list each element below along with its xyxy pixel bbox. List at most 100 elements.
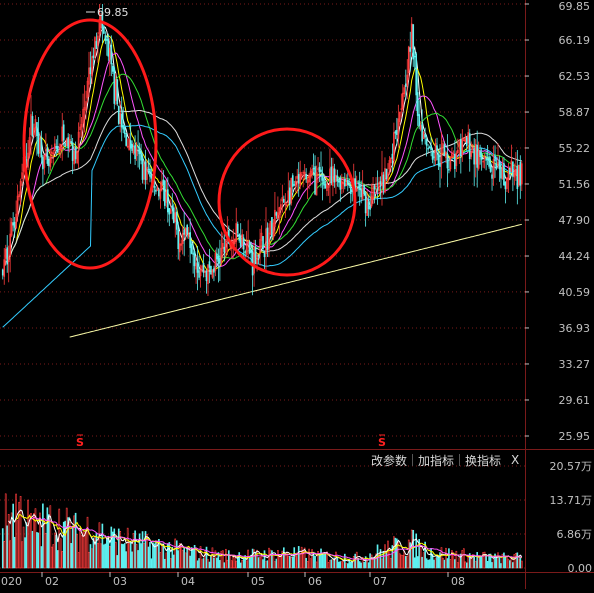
candle-body	[513, 171, 516, 178]
candle-body	[410, 23, 413, 49]
volume-bar	[407, 539, 410, 569]
time-tick-label: 02	[45, 575, 59, 588]
candle-body	[439, 163, 441, 167]
volume-bar	[510, 558, 513, 569]
volume-bar	[318, 553, 321, 569]
volume-bar	[85, 531, 87, 569]
volume-bar	[351, 561, 354, 569]
candle-body	[172, 207, 175, 224]
volume-bar	[443, 559, 446, 569]
volume-bar	[67, 517, 70, 569]
candle-body	[413, 55, 416, 58]
candle-body	[101, 11, 104, 29]
candle-body	[111, 66, 114, 72]
volume-bar	[250, 554, 252, 569]
volume-bar	[122, 544, 125, 569]
volume-bar	[257, 557, 260, 569]
volume-bar	[187, 546, 190, 569]
volume-bar	[388, 550, 391, 569]
volume-bar	[317, 551, 319, 569]
candle-body	[391, 153, 394, 159]
candle-body	[448, 169, 450, 171]
volume-bar	[277, 550, 279, 569]
volume-bar	[338, 561, 340, 569]
candle-body	[106, 39, 108, 41]
candle-body	[415, 53, 418, 96]
volume-bar	[278, 556, 281, 569]
candle-body	[494, 156, 496, 162]
candle-body	[296, 175, 299, 179]
volume-bar	[464, 561, 467, 569]
volume-bar	[37, 532, 40, 569]
candle-body	[434, 143, 437, 161]
candle-body	[467, 132, 470, 144]
candle-body	[91, 56, 93, 76]
volume-bar	[268, 547, 270, 569]
candle-body	[223, 246, 226, 253]
candle-body	[119, 113, 122, 125]
candle-body	[361, 187, 364, 200]
add-indicator-button[interactable]: 加指标	[418, 453, 455, 468]
candle-body	[181, 232, 184, 245]
volume-bar	[9, 540, 12, 569]
candle-body	[468, 133, 471, 160]
volume-bar	[184, 552, 187, 569]
volume-bar	[117, 528, 120, 569]
candle-body	[326, 183, 328, 191]
candle-body	[190, 243, 193, 254]
change-indicator-button[interactable]: 换指标	[465, 453, 502, 468]
candle-body	[13, 221, 16, 228]
volume-bar	[36, 532, 38, 569]
high-price-label: 69.85	[97, 6, 129, 19]
candle-body	[465, 137, 468, 146]
volume-bar	[186, 547, 188, 569]
candle-body	[248, 241, 251, 254]
volume-bar	[321, 553, 324, 569]
candle-body	[153, 185, 156, 188]
candle-body	[480, 153, 483, 160]
volume-bar	[445, 547, 447, 569]
candle-body	[132, 147, 135, 154]
candle-body	[498, 160, 501, 170]
volume-bar	[4, 493, 7, 569]
time-tick-label: 07	[373, 575, 387, 588]
candle-body	[67, 137, 70, 149]
volume-bar	[314, 555, 316, 569]
candle-body	[193, 251, 196, 267]
candle-body	[128, 138, 130, 151]
price-tick-label: 40.59	[559, 286, 591, 299]
price-tick-label: 66.19	[559, 34, 591, 47]
volume-bar	[152, 542, 154, 569]
candle-body	[324, 183, 327, 189]
candle-body	[394, 131, 397, 134]
close-icon[interactable]: X	[511, 453, 520, 467]
candle-body	[68, 139, 71, 148]
volume-bar	[92, 537, 95, 569]
volume-bar	[164, 558, 166, 569]
volume-bar	[53, 532, 56, 569]
candle-body	[233, 238, 236, 244]
modify-params-button[interactable]: 改参数	[371, 453, 408, 468]
candle-body	[16, 195, 19, 216]
candle-body	[149, 168, 151, 177]
time-tick-label: 03	[113, 575, 127, 588]
candle-body	[278, 207, 281, 216]
volume-bar	[230, 560, 233, 569]
candle-body	[360, 188, 362, 198]
candle-body	[281, 197, 284, 202]
candle-body	[126, 145, 129, 148]
volume-bar	[251, 548, 254, 569]
volume-bar	[431, 553, 434, 569]
candle-body	[459, 139, 462, 157]
volume-bar	[401, 555, 404, 569]
volume-bar	[399, 553, 401, 569]
candle-body	[52, 152, 55, 155]
candle-body	[500, 166, 502, 179]
candle-body	[440, 147, 443, 165]
volume-bar	[507, 558, 510, 569]
volume-bar	[196, 560, 199, 569]
volume-bar	[171, 546, 174, 569]
candle-body	[464, 137, 467, 143]
candle-body	[445, 151, 447, 159]
volume-bar	[434, 557, 437, 569]
